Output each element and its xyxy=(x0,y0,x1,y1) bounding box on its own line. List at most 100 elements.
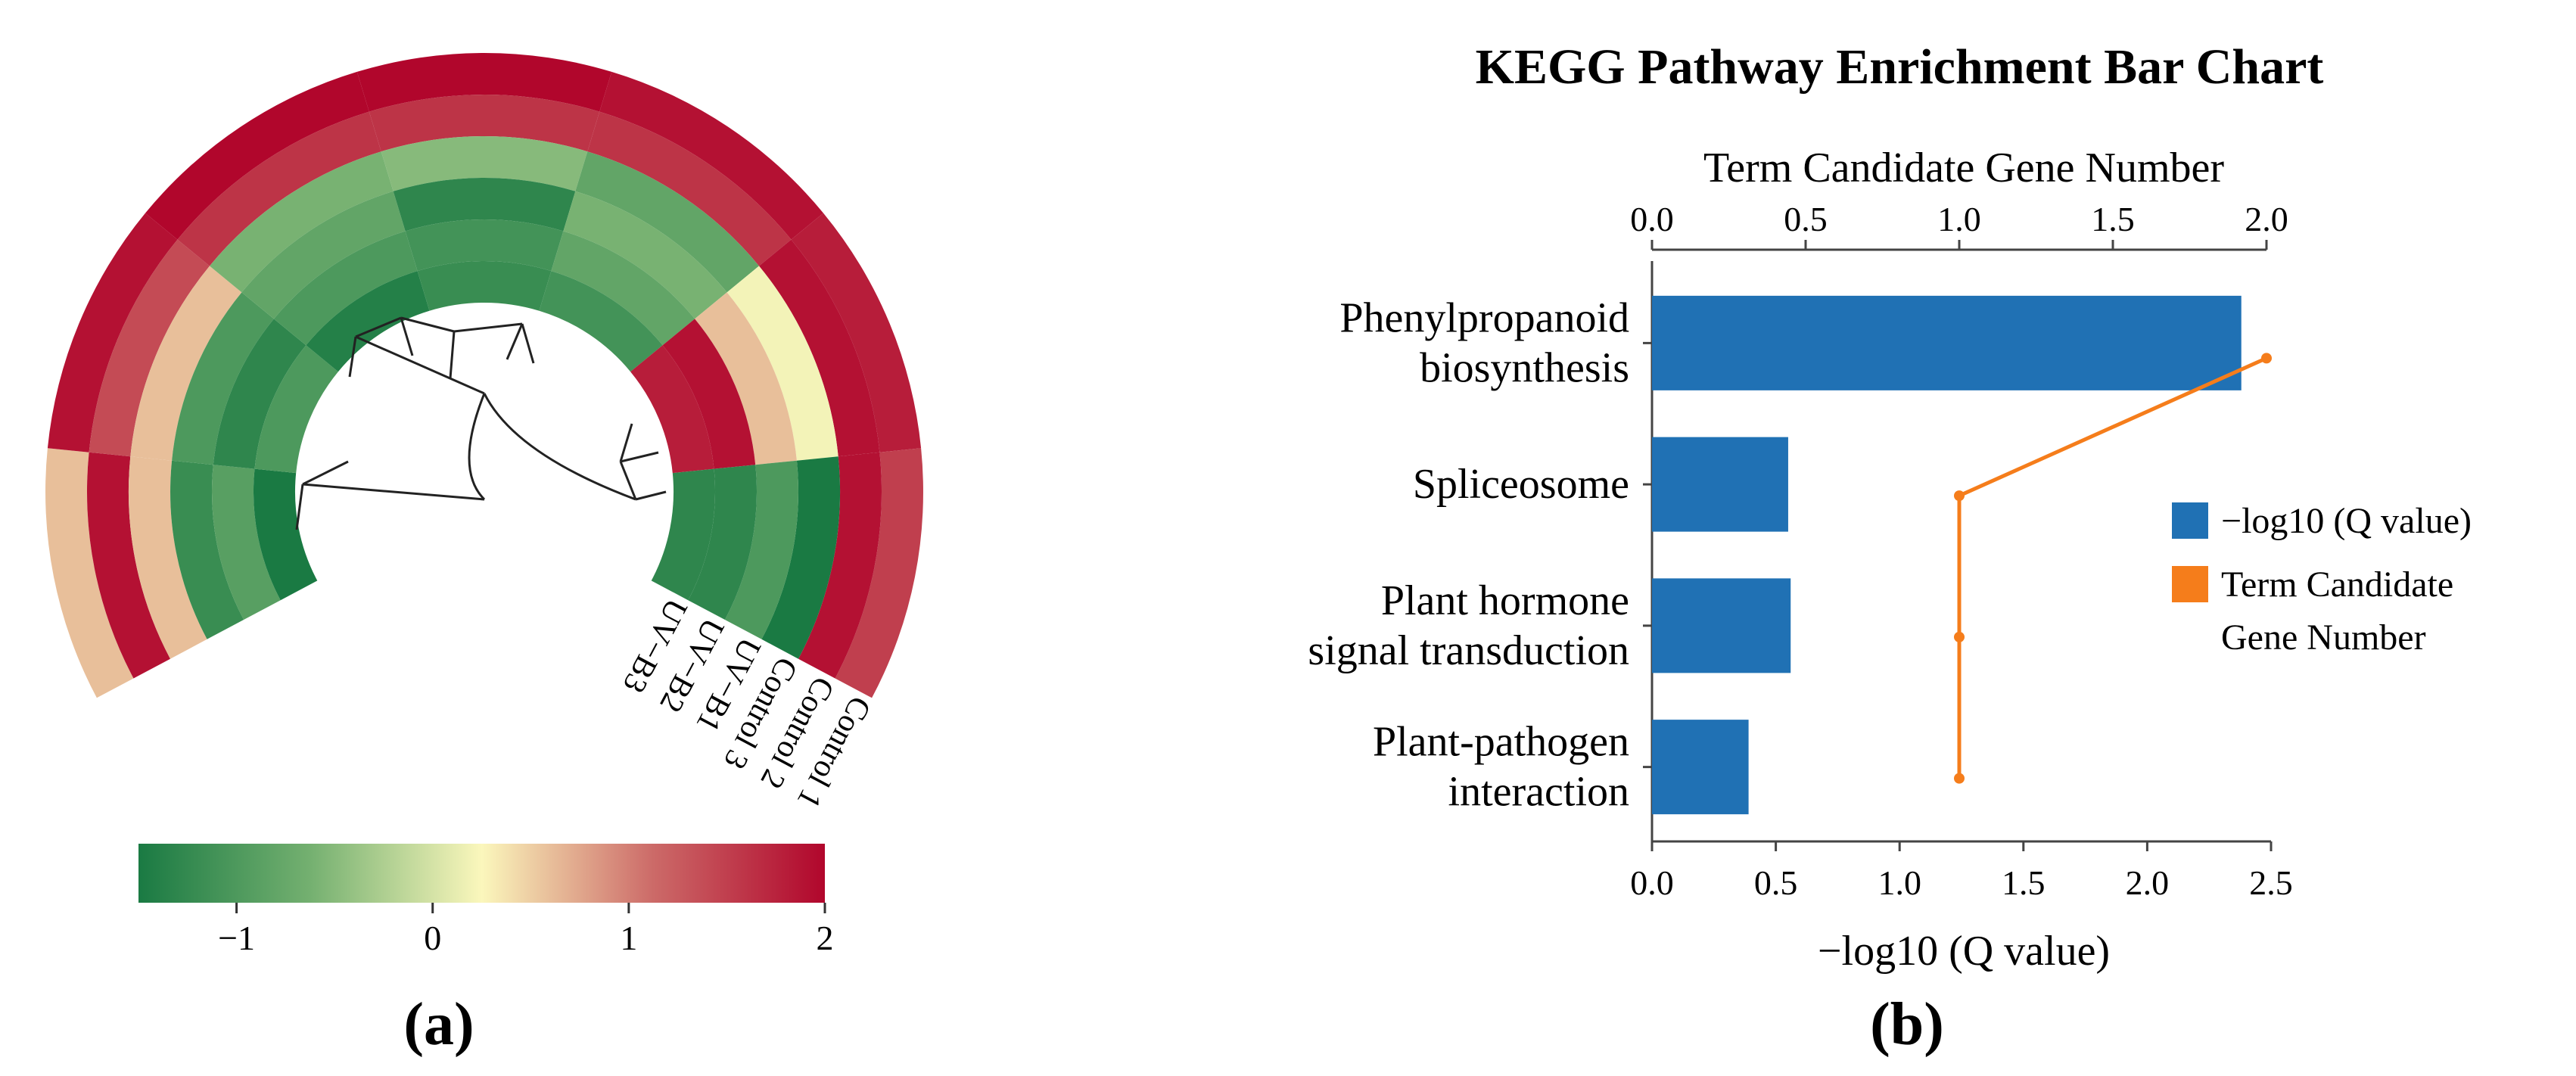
heatmap-cell xyxy=(662,319,756,469)
bottom-axis-tick-label: 2.0 xyxy=(2126,863,2170,902)
heatmap-cell xyxy=(170,460,244,639)
dendrogram-branch xyxy=(348,336,357,378)
heatmap-cell xyxy=(254,345,338,474)
category-label: Phenylpropanoid xyxy=(1339,294,1629,341)
heatmap-cell xyxy=(575,151,759,293)
heatmap-cell xyxy=(761,456,841,659)
category-label: biosynthesis xyxy=(1420,344,1629,391)
top-axis: 0.0 0.5 1.0 1.5 2.0 xyxy=(1630,200,2288,251)
colorbar-tick-label: 1 xyxy=(620,919,637,957)
dendrogram-branch xyxy=(521,323,535,364)
dendrogram-branch xyxy=(400,317,414,356)
heatmap-cell xyxy=(86,452,170,679)
bottom-axis-tick-label: 1.0 xyxy=(1878,863,1921,902)
heatmap-cell xyxy=(551,231,695,346)
heatmap-cell xyxy=(835,448,923,698)
colorbar-ticks: −1 0 1 2 xyxy=(218,903,834,957)
panel-a-label: (a) xyxy=(403,991,474,1058)
legend-swatch-line xyxy=(2172,566,2208,602)
heatmap-cell xyxy=(405,219,564,272)
heatmap-cell xyxy=(128,456,207,659)
heatmap-cell xyxy=(651,468,716,601)
bottom-axis-tick-label: 0.5 xyxy=(1754,863,1798,902)
line-point xyxy=(1954,490,1965,502)
category-label: signal transduction xyxy=(1308,627,1629,674)
heatmap-cell xyxy=(177,111,381,266)
line-path xyxy=(1957,356,2268,779)
bar xyxy=(1652,578,1791,673)
heatmap-cell xyxy=(417,261,552,311)
heatmap-cell xyxy=(381,136,588,191)
heatmap-cell xyxy=(791,213,922,452)
bar xyxy=(1652,720,1749,815)
heatmap-cell xyxy=(798,452,882,679)
panel-b-label: (b) xyxy=(1870,991,1944,1058)
heatmap-cell xyxy=(724,460,798,639)
dendrogram-branch xyxy=(468,393,486,501)
dendrogram-branch xyxy=(302,460,349,486)
legend-label-line-1: Term Candidate xyxy=(2221,564,2453,605)
top-axis-tick-label: 1.0 xyxy=(1937,200,1981,238)
heatmap-cell xyxy=(393,177,576,232)
bottom-axis: 0.0 0.5 1.0 1.5 2.0 2.5 xyxy=(1630,840,2293,902)
top-axis-tick-label: 2.0 xyxy=(2245,200,2288,238)
top-axis-tick-label: 1.5 xyxy=(2091,200,2135,238)
left-axis xyxy=(1643,261,1654,841)
category-label: interaction xyxy=(1448,769,1629,816)
category-label: Plant-pathogen xyxy=(1373,719,1629,766)
legend-label-bars: −log10 (Q value) xyxy=(2221,501,2472,541)
dendrogram-branch xyxy=(400,316,455,333)
line-point xyxy=(1954,773,1965,784)
colorbar-tick-label: 2 xyxy=(817,919,834,957)
legend-label-line-2: Gene Number xyxy=(2221,617,2426,658)
dendrogram-branch xyxy=(619,423,633,462)
dendrogram-branch xyxy=(619,461,637,500)
bottom-axis-label: −log10 (Q value) xyxy=(1818,928,2110,975)
bottom-axis-tick-label: 2.5 xyxy=(2249,863,2293,902)
colorbar-tick-label: 0 xyxy=(424,919,441,957)
top-axis-tick-label: 0.0 xyxy=(1630,200,1674,238)
chart-title: KEGG Pathway Enrichment Bar Chart xyxy=(1476,39,2324,95)
heatmap-cell xyxy=(688,465,757,620)
heatmap-cell xyxy=(47,213,178,452)
heatmap-cell xyxy=(587,111,792,266)
heatmap-cell xyxy=(45,448,134,698)
heatmap-cell xyxy=(563,191,727,319)
line-point xyxy=(1954,631,1965,642)
heatmap-cell xyxy=(212,465,281,620)
colorbar-tick-label: −1 xyxy=(218,919,255,957)
bottom-axis-tick-label: 0.0 xyxy=(1630,863,1674,902)
heatmap-cell xyxy=(145,71,369,240)
heatmap-cell xyxy=(695,292,797,465)
category-label: Plant hormone xyxy=(1381,577,1629,624)
colorbar xyxy=(138,844,825,903)
line-series xyxy=(1954,353,2272,784)
heatmap-cell xyxy=(241,191,406,319)
dendrogram-branch xyxy=(620,451,659,463)
heatmap-cell xyxy=(172,292,274,465)
circular-heatmap xyxy=(45,52,923,698)
heatmap-cell xyxy=(726,266,838,461)
heatmap-cell xyxy=(130,266,242,461)
heatmap-cell xyxy=(356,52,612,112)
dendrogram xyxy=(295,316,667,530)
heatmap-cell xyxy=(759,239,880,457)
dendrogram-branch xyxy=(506,323,524,360)
line-point xyxy=(2261,353,2272,364)
dendrogram-branch xyxy=(355,335,485,395)
heatmap-cell xyxy=(273,231,418,346)
dendrogram-branch xyxy=(302,483,485,501)
dendrogram-branch xyxy=(295,484,304,530)
heatmap-cell xyxy=(369,95,600,152)
bar xyxy=(1652,437,1788,532)
heatmap-cell xyxy=(630,345,714,474)
heatmap-cell xyxy=(599,71,823,240)
heatmap-cell xyxy=(539,271,663,372)
heatmap-cell xyxy=(213,319,306,469)
legend-swatch-bars xyxy=(2172,502,2208,539)
bar xyxy=(1652,295,2242,390)
dendrogram-branch xyxy=(635,490,667,501)
